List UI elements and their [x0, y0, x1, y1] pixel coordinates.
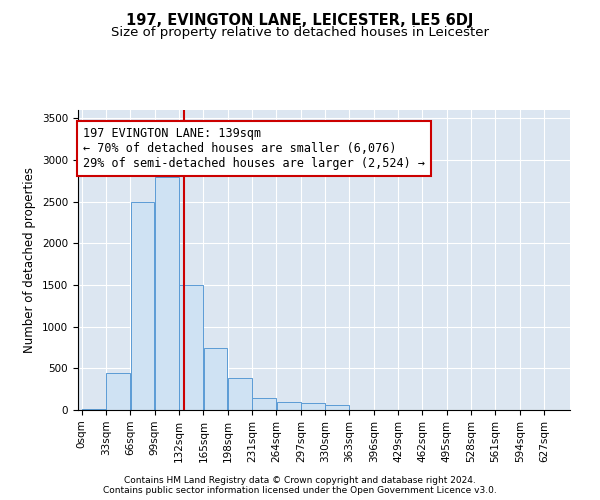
Text: 197 EVINGTON LANE: 139sqm
← 70% of detached houses are smaller (6,076)
29% of se: 197 EVINGTON LANE: 139sqm ← 70% of detac… [83, 126, 425, 170]
Bar [228, 378, 252, 410]
Text: 197, EVINGTON LANE, LEICESTER, LE5 6DJ: 197, EVINGTON LANE, LEICESTER, LE5 6DJ [127, 12, 473, 28]
Bar [106, 372, 130, 410]
Bar [277, 402, 301, 410]
Y-axis label: Number of detached properties: Number of detached properties [23, 167, 37, 353]
Text: Contains HM Land Registry data © Crown copyright and database right 2024.: Contains HM Land Registry data © Crown c… [124, 476, 476, 485]
Text: Contains public sector information licensed under the Open Government Licence v3: Contains public sector information licen… [103, 486, 497, 495]
Text: Size of property relative to detached houses in Leicester: Size of property relative to detached ho… [111, 26, 489, 39]
Bar [203, 348, 227, 410]
Bar [301, 404, 325, 410]
Bar [253, 398, 276, 410]
Bar [82, 409, 106, 410]
Bar [179, 285, 203, 410]
Bar [325, 405, 349, 410]
Bar [155, 176, 179, 410]
Bar [131, 202, 154, 410]
